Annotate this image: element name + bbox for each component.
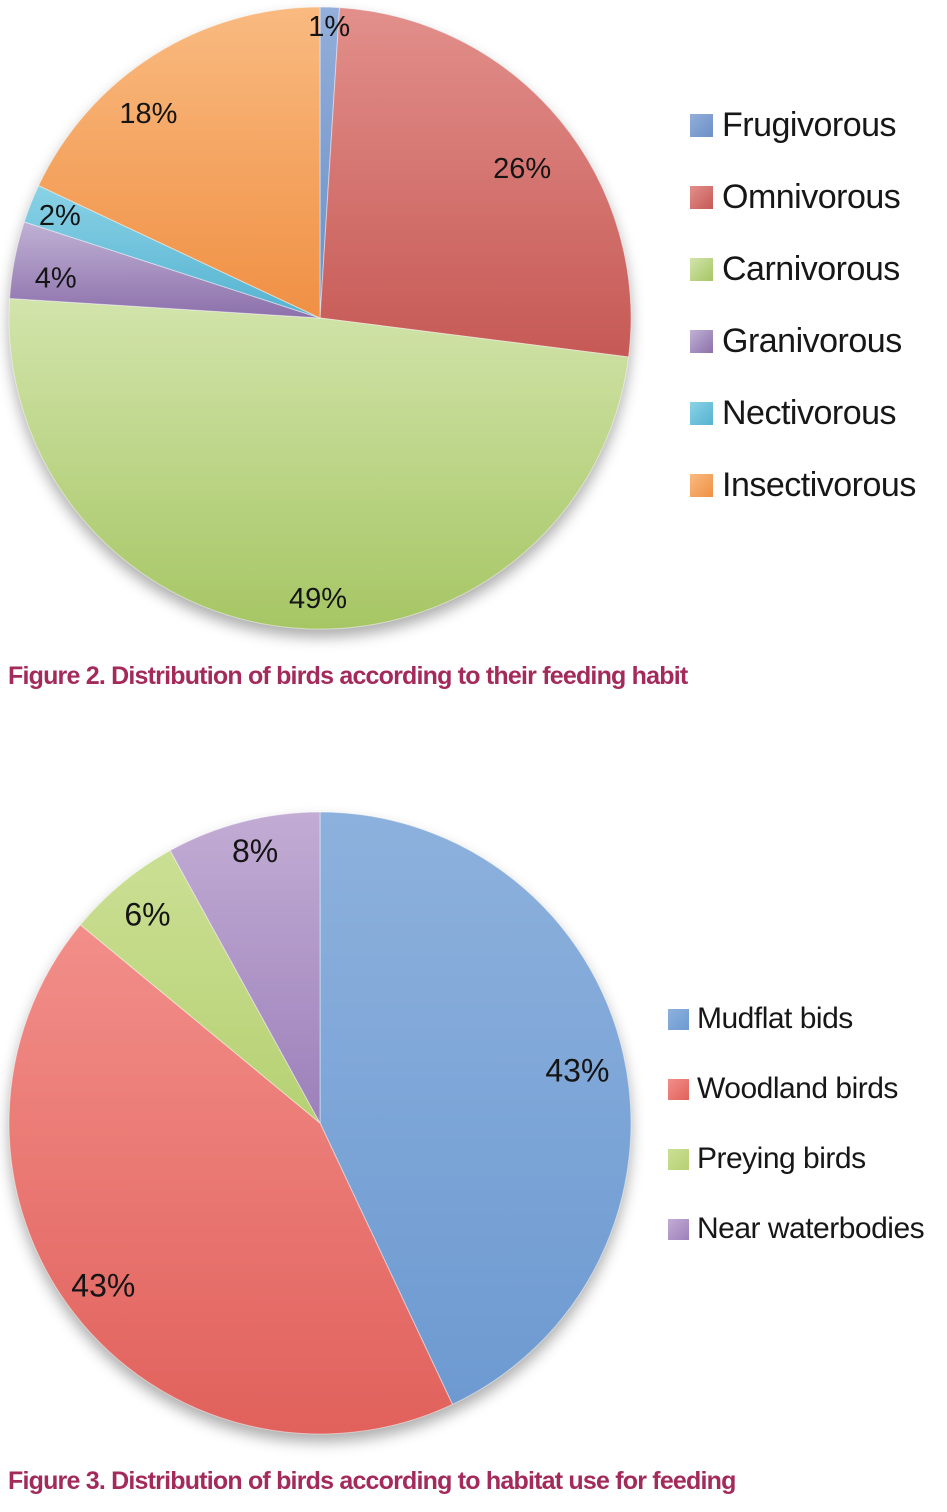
pie-slice-omnivorous (319, 7, 632, 358)
pie-slice-preying-birds (79, 849, 321, 1124)
legend-swatch-insectivorous (690, 473, 713, 497)
legend-swatch-frugivorous (690, 113, 713, 137)
pie-slice-woodland-birds (8, 924, 453, 1435)
legend-item-nectivorous: Nectivorous (690, 393, 897, 433)
pie-slice-granivorous (9, 221, 321, 319)
legend-item-frugivorous: Frugivorous (690, 105, 897, 145)
pie-label-mudflat-bids: 43% (545, 1052, 609, 1088)
habitat-use-pie-labels: 43% 43% 6% 8% (71, 833, 609, 1303)
figure-3-caption: Figure 3. Distribution of birds accordin… (8, 1467, 736, 1495)
pie-label-carnivorous: 49% (289, 583, 347, 615)
legend-label: Granivorous (722, 322, 902, 360)
legend-label: Carnivorous (722, 250, 900, 288)
figure-2-caption: Figure 2. Distribution of birds accordin… (8, 662, 688, 690)
pie-label-nectivorous: 2% (39, 200, 81, 232)
legend-swatch-near-waterbodies (668, 1218, 689, 1240)
pie-label-granivorous: 4% (35, 262, 77, 294)
pie-label-woodland-birds: 43% (71, 1267, 135, 1303)
legend-item-granivorous: Granivorous (690, 321, 902, 361)
legend-label: Frugivorous (722, 106, 897, 144)
pie-label-frugivorous: 1% (308, 11, 350, 43)
pie-label-preying-birds: 6% (124, 897, 170, 933)
pie-slice-nectivorous (23, 185, 321, 319)
habitat-use-pie-slices (8, 811, 632, 1435)
legend-item-carnivorous: Carnivorous (690, 249, 900, 289)
legend-swatch-woodland-birds (668, 1078, 689, 1100)
legend-item-preying-birds: Preying birds (668, 1139, 866, 1179)
pie-slice-frugivorous (319, 6, 341, 319)
pie-slice-mudflat-bids (319, 811, 632, 1405)
legend-swatch-mudflat-bids (668, 1008, 689, 1030)
pie-slice-near-waterbodies (169, 811, 321, 1124)
pie-slice-carnivorous (8, 297, 630, 630)
legend-item-mudflat-bids: Mudflat bids (668, 999, 853, 1039)
legend-swatch-preying-birds (668, 1148, 689, 1170)
legend-swatch-carnivorous (690, 257, 713, 281)
pie-label-insectivorous: 18% (119, 98, 177, 130)
feeding-habit-pie-labels: 1% 26% 49% 4% 2% 18% (35, 11, 551, 615)
feeding-habit-pie-slices (8, 6, 632, 630)
habitat-use-pie-chart: 43% 43% 6% 8% (8, 811, 632, 1435)
pie-slice-insectivorous (38, 6, 321, 319)
legend-item-insectivorous: Insectivorous (690, 465, 916, 505)
legend-swatch-omnivorous (690, 185, 713, 209)
feeding-habit-pie-chart: 1% 26% 49% 4% 2% 18% (8, 6, 632, 630)
legend-item-omnivorous: Omnivorous (690, 177, 901, 217)
legend-label: Woodland birds (697, 1072, 898, 1105)
legend-swatch-granivorous (690, 329, 713, 353)
legend-label: Insectivorous (722, 466, 916, 504)
legend-label: Omnivorous (722, 178, 901, 216)
legend-label: Preying birds (697, 1142, 866, 1175)
legend-item-woodland-birds: Woodland birds (668, 1069, 898, 1109)
legend-item-near-waterbodies: Near waterbodies (668, 1209, 925, 1249)
pie-label-omnivorous: 26% (493, 153, 551, 185)
legend-swatch-nectivorous (690, 401, 713, 425)
legend-label: Near waterbodies (697, 1212, 925, 1245)
legend-label: Nectivorous (722, 394, 897, 432)
pie-label-near-waterbodies: 8% (232, 833, 278, 869)
legend-label: Mudflat bids (697, 1002, 853, 1035)
